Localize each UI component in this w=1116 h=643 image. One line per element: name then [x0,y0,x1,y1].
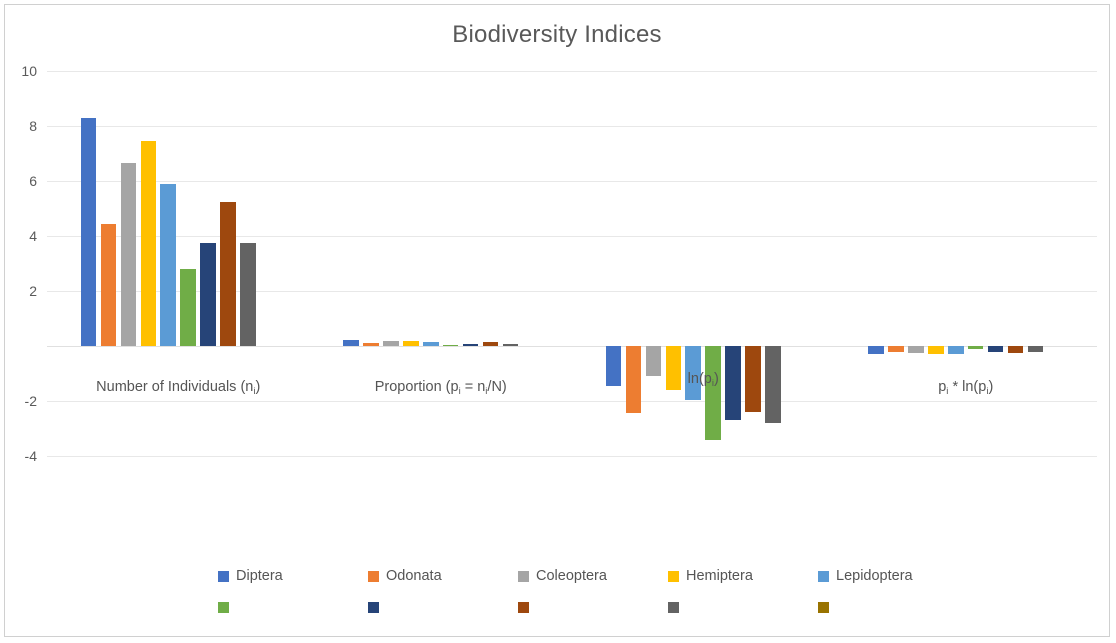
bar [160,183,177,346]
legend-item[interactable]: Hemiptera [668,568,753,584]
legend-color-swatch [368,602,379,613]
x-axis-category-label: pi * ln(pi) [938,379,994,397]
legend-item[interactable]: Lepidoptera [818,568,913,584]
legend-color-swatch [218,602,229,613]
chart-legend: Diptera Odonata Coleoptera Hemiptera Lepidop… [5,568,1109,636]
legend-item-label: Coleoptera [536,568,607,584]
legend-item[interactable] [518,602,536,613]
legend-color-swatch [368,570,379,582]
bar [363,342,379,346]
legend-item[interactable] [218,602,236,613]
bar [625,346,642,414]
bar [383,341,399,346]
bar [1007,346,1024,354]
legend-item-label: Odonata [386,568,442,584]
zero-line [47,346,1097,347]
plot-area: 10 8 6 4 2 -2 -4 Number of Individuals (ni) Pro… [21,63,1097,511]
bar [220,201,236,346]
x-axis-category-label: ln(pi) [687,371,719,389]
legend-item-label: Lepidoptera [836,568,913,584]
bar [987,346,1004,352]
bar [120,163,137,346]
y-axis-tick-label: -4 [24,448,37,464]
y-axis-tick-label: 4 [29,228,37,244]
bar [343,339,359,346]
bar [1027,346,1044,352]
y-axis-tick-label: 2 [29,283,37,299]
x-axis-category-label: Number of Individuals (ni) [96,379,261,397]
bar [605,346,622,386]
bar [868,346,884,355]
y-axis-tick-label: -2 [24,393,37,409]
gridline [47,236,1097,237]
bar [482,342,499,346]
legend-item-label: Diptera [236,568,283,584]
legend-color-swatch [818,602,829,613]
bar [462,343,479,346]
bar [908,346,924,353]
bar [967,346,984,350]
bar [200,242,216,346]
bar [705,346,721,440]
bar [100,223,117,346]
legend-row-primary: Diptera Odonata Coleoptera Hemiptera Lepidop… [5,568,1109,602]
legend-color-swatch [668,602,679,613]
bar [442,344,459,346]
bar [240,242,256,346]
gridline [47,126,1097,127]
chart-title: Biodiversity Indices [452,21,662,48]
bar [180,269,196,346]
y-axis-tick-label: 10 [21,63,37,79]
bar [947,346,964,354]
legend-item[interactable]: Odonata [368,568,442,584]
legend-item[interactable] [368,602,386,613]
legend-item[interactable]: Diptera [218,568,283,584]
legend-color-swatch [518,602,529,613]
legend-item[interactable] [818,602,836,613]
legend-item[interactable] [668,602,686,613]
bar [685,346,702,400]
bar [888,346,904,353]
gridline [47,456,1097,457]
gridline [47,181,1097,182]
bar [665,346,682,390]
gridline [47,291,1097,292]
bar [725,346,741,421]
bar [403,340,419,346]
bar [140,141,157,346]
y-axis-tick-label: 8 [29,118,37,134]
gridline [47,71,1097,72]
legend-color-swatch [668,570,679,582]
bar [645,346,662,377]
y-axis-tick-label: 6 [29,173,37,189]
legend-row-secondary [5,602,1109,636]
legend-color-swatch [218,570,229,582]
gridline [47,401,1097,402]
bar [502,343,519,346]
bar [422,341,439,346]
x-axis-category-label: Proportion (pi = ni/N) [374,379,507,397]
bar [80,117,97,346]
bar [765,346,781,423]
bar [745,346,761,412]
legend-item[interactable]: Coleoptera [518,568,607,584]
legend-color-swatch [518,570,529,582]
legend-item-label: Hemiptera [686,568,753,584]
bar [928,346,944,355]
legend-color-swatch [818,570,829,582]
chart-frame: Biodiversity Indices 10 8 6 4 2 -2 -4 Number o… [4,4,1110,637]
